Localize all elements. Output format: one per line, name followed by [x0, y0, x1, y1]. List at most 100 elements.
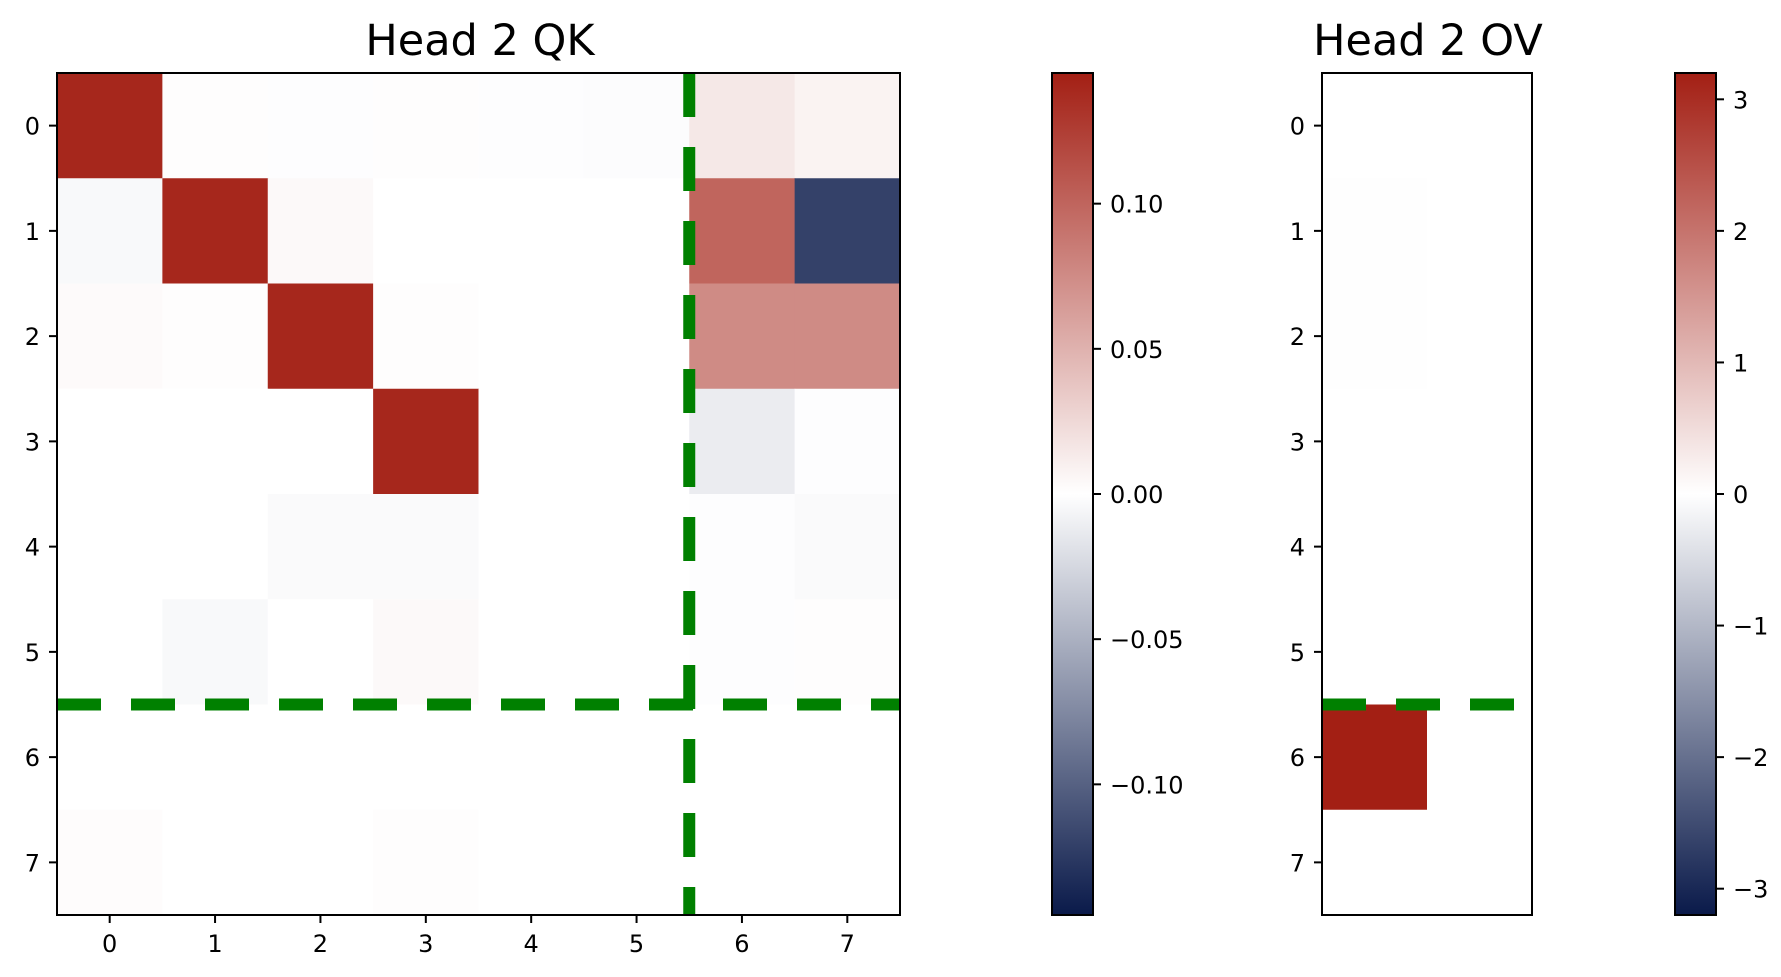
ov-cell-1-0: [1322, 178, 1428, 285]
qk-cell-6-7: [794, 704, 901, 811]
qk-y-ticks: 0 1 2 3 4 5 6 7: [25, 113, 57, 877]
ov-y-tick-label: 3: [1290, 428, 1305, 456]
qk-cell-2-0: [57, 283, 163, 390]
qk-x-tick-label: 2: [313, 930, 328, 958]
ov-colorbar-tick-label: −2: [1733, 744, 1768, 772]
qk-cell-7-4: [478, 809, 585, 916]
qk-cell-6-3: [373, 704, 480, 811]
ov-cell-4-0: [1322, 494, 1428, 600]
qk-cell-3-7: [794, 388, 901, 495]
qk-x-ticks: 0 1 2 3 4 5 6 7: [102, 915, 855, 958]
ov-y-tick-label: 1: [1290, 218, 1305, 246]
qk-cell-0-4: [478, 73, 585, 179]
qk-colorbar-tick-label: −0.10: [1110, 771, 1184, 799]
qk-cell-1-2: [267, 178, 374, 285]
ov-cell-1-1: [1427, 178, 1533, 285]
ov-colorbar: 3 2 1 0 −1 −2 −3: [1674, 72, 1768, 916]
qk-cell-5-5: [583, 599, 690, 706]
qk-cell-4-3: [373, 494, 480, 600]
qk-y-tick-label: 5: [25, 639, 40, 667]
ov-cell-2-1: [1427, 283, 1533, 390]
qk-cell-4-5: [583, 494, 690, 600]
qk-cell-7-2: [267, 809, 374, 916]
ov-cell-2-0: [1322, 283, 1428, 390]
qk-axes-frame: [56, 72, 901, 916]
ov-colorbar-tick-label: 2: [1733, 218, 1748, 246]
qk-cell-7-7: [794, 809, 901, 916]
qk-y-tick-label: 7: [25, 849, 40, 877]
ov-y-ticks: 0 1 2 3 4 5 6 7: [1290, 113, 1322, 877]
ov-cell-7-1: [1427, 809, 1533, 916]
ov-y-tick-label: 6: [1290, 744, 1305, 772]
ov-cell-5-1: [1427, 599, 1533, 706]
ov-colorbar-tick-label: −3: [1733, 876, 1768, 904]
qk-cell-0-1: [162, 73, 269, 179]
qk-x-tick-label: 0: [102, 930, 117, 958]
qk-x-tick-label: 4: [524, 930, 539, 958]
qk-cell-1-0: [57, 178, 163, 285]
qk-cell-5-6: [689, 599, 796, 706]
ov-heatmap: [1322, 73, 1533, 916]
qk-cell-7-0: [57, 809, 163, 916]
qk-cell-2-4: [478, 283, 585, 390]
qk-y-tick-label: 6: [25, 744, 40, 772]
qk-heatmap: [57, 73, 901, 916]
qk-cell-6-2: [267, 704, 374, 811]
qk-y-tick-label: 1: [25, 218, 40, 246]
qk-cell-1-7: [794, 178, 901, 285]
ov-cell-3-1: [1427, 388, 1533, 495]
qk-cell-3-1: [162, 388, 269, 495]
qk-colorbar-tick-label: 0.10: [1110, 191, 1163, 219]
ov-y-tick-label: 0: [1290, 113, 1305, 141]
ov-cell-0-0: [1322, 73, 1428, 179]
ov-colorbar-tick-label: 3: [1733, 86, 1748, 114]
qk-cell-7-3: [373, 809, 480, 916]
ov-y-tick-label: 7: [1290, 849, 1305, 877]
qk-x-tick-label: 7: [840, 930, 855, 958]
qk-x-tick-label: 6: [734, 930, 749, 958]
ov-colorbar-tick-label: 1: [1733, 349, 1748, 377]
qk-cell-0-5: [583, 73, 690, 179]
qk-cell-0-3: [373, 73, 480, 179]
qk-cell-2-2: [267, 283, 374, 390]
qk-cell-5-0: [57, 599, 163, 706]
qk-cell-6-5: [583, 704, 690, 811]
ov-cell-3-0: [1322, 388, 1428, 495]
qk-y-tick-label: 4: [25, 534, 40, 562]
qk-cell-3-3: [373, 388, 480, 495]
qk-cell-7-6: [689, 809, 796, 916]
ov-cell-7-0: [1322, 809, 1428, 916]
qk-cell-2-5: [583, 283, 690, 390]
ov-cell-6-0: [1322, 704, 1428, 811]
qk-dividers: [57, 73, 900, 915]
qk-cell-6-4: [478, 704, 585, 811]
qk-panel: Head 2 QK 0 1 2 3 4 5 6 7 0 1 2 3 4 5 6 7: [25, 16, 901, 958]
qk-cell-5-1: [162, 599, 269, 706]
qk-cell-3-0: [57, 388, 163, 495]
qk-cell-5-2: [267, 599, 374, 706]
qk-cell-2-1: [162, 283, 269, 390]
qk-x-tick-label: 5: [629, 930, 644, 958]
ov-colorbar-tick-label: −1: [1733, 613, 1768, 641]
qk-cell-0-0: [57, 73, 163, 179]
qk-cell-0-6: [689, 73, 796, 179]
ov-colorbar-gradient: [1674, 72, 1717, 916]
qk-title: Head 2 QK: [365, 16, 596, 66]
qk-cell-5-4: [478, 599, 585, 706]
qk-colorbar-tick-label: 0.05: [1110, 336, 1163, 364]
qk-cell-2-7: [794, 283, 901, 390]
qk-colorbar-tick-label: 0.00: [1110, 481, 1163, 509]
qk-cell-4-6: [689, 494, 796, 600]
ov-cell-4-1: [1427, 494, 1533, 600]
qk-cell-4-1: [162, 494, 269, 600]
qk-y-tick-label: 3: [25, 428, 40, 456]
qk-cell-6-1: [162, 704, 269, 811]
ov-cell-5-0: [1322, 599, 1428, 706]
qk-cell-3-5: [583, 388, 690, 495]
ov-y-tick-label: 4: [1290, 534, 1305, 562]
qk-x-tick-label: 1: [207, 930, 222, 958]
qk-cell-3-6: [689, 388, 796, 495]
qk-cell-5-7: [794, 599, 901, 706]
qk-cell-0-2: [267, 73, 374, 179]
